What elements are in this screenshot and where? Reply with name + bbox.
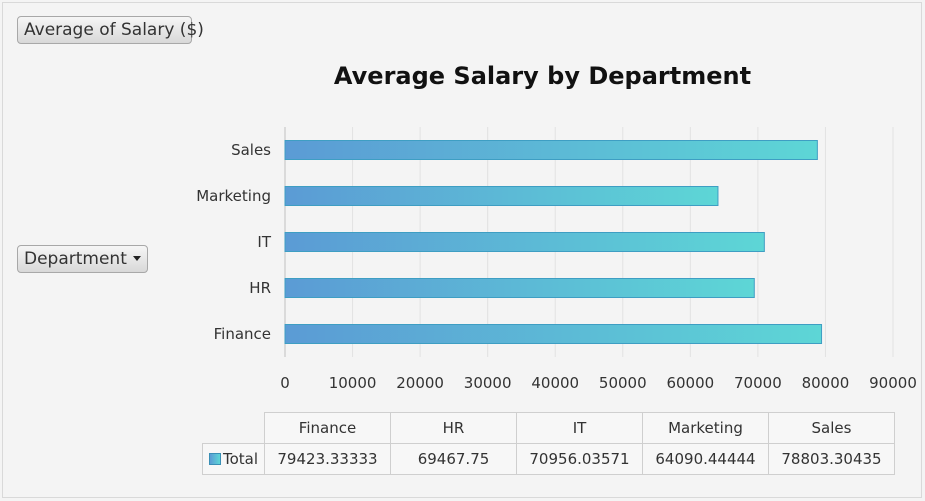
category-label: HR: [249, 279, 271, 297]
data-table-header: Finance: [264, 412, 391, 444]
category-label: Finance: [214, 325, 271, 343]
data-table-row-label: Total: [202, 443, 265, 475]
bar-hr[interactable]: [284, 278, 755, 298]
data-table-header: IT: [516, 412, 643, 444]
bar-marketing[interactable]: [284, 186, 719, 206]
data-table: Finance HR IT Marketing Sales Total 7942…: [202, 412, 895, 475]
x-tick-label: 10000: [329, 374, 377, 392]
x-tick-label: 40000: [531, 374, 579, 392]
data-table-corner: [203, 413, 265, 444]
dropdown-arrow-icon[interactable]: [133, 256, 141, 261]
x-tick-label: 30000: [464, 374, 512, 392]
data-table-cell: 79423.33333: [264, 443, 391, 475]
data-table-header: Sales: [768, 412, 895, 444]
data-table-cell: 78803.30435: [768, 443, 895, 475]
x-tick-label: 80000: [802, 374, 850, 392]
axis-field-button[interactable]: Department: [17, 245, 148, 273]
x-tick-label: 20000: [396, 374, 444, 392]
data-table-cell: 70956.03571: [516, 443, 643, 475]
data-table-header: HR: [390, 412, 517, 444]
category-label: Marketing: [196, 187, 271, 205]
legend-key-icon: [209, 453, 221, 465]
data-table-cell: 69467.75: [390, 443, 517, 475]
x-tick-label: 90000: [869, 374, 917, 392]
x-tick-label: 50000: [599, 374, 647, 392]
bar-finance[interactable]: [284, 324, 823, 344]
data-table-row: Total 79423.33333 69467.75 70956.03571 6…: [202, 443, 895, 475]
bar-sales[interactable]: [284, 140, 818, 160]
bar-it[interactable]: [284, 232, 765, 252]
value-field-label: Average of Salary ($): [24, 20, 204, 40]
x-tick-label: 60000: [666, 374, 714, 392]
data-table-header-row: Finance HR IT Marketing Sales: [203, 412, 895, 444]
row-label-text: Total: [223, 450, 259, 468]
x-tick-label: 70000: [734, 374, 782, 392]
axis-field-label: Department: [24, 249, 127, 269]
category-label: IT: [257, 233, 271, 251]
data-table-header: Marketing: [642, 412, 769, 444]
x-tick-label: 0: [280, 374, 290, 392]
value-field-button[interactable]: Average of Salary ($): [17, 16, 204, 44]
category-label: Sales: [231, 141, 271, 159]
chart-title: Average Salary by Department: [333, 62, 752, 90]
data-table-cell: 64090.44444: [642, 443, 769, 475]
